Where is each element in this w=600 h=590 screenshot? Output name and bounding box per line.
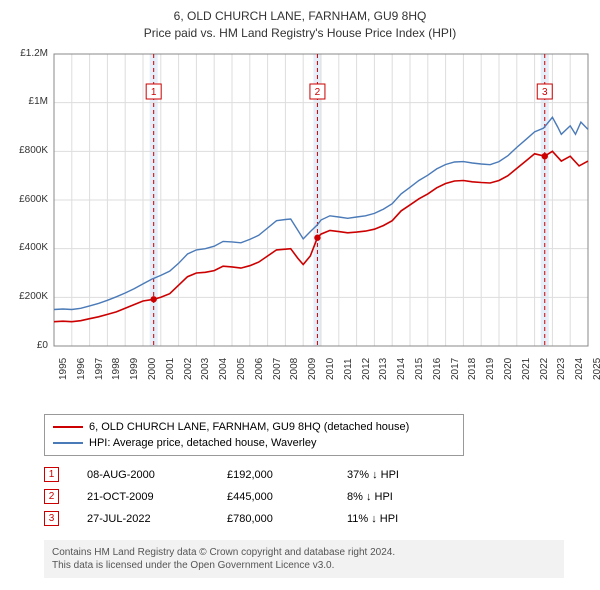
y-tick-label: £1M	[8, 96, 48, 107]
sale-price-1: £192,000	[227, 469, 347, 481]
x-tick-label: 2003	[200, 357, 211, 379]
x-tick-label: 1997	[94, 357, 105, 379]
price-chart: 1 2 3 £0 £200K £400K £600K £800K £1M £1.2M 1995 19…	[8, 46, 592, 406]
x-tick-label: 2001	[165, 357, 176, 379]
x-tick-label: 2019	[485, 357, 496, 379]
legend-swatch-hpi	[53, 442, 83, 444]
x-tick-label: 2014	[396, 357, 407, 379]
legend-row-property: 6, OLD CHURCH LANE, FARNHAM, GU9 8HQ (de…	[53, 419, 455, 435]
x-tick-label: 2013	[378, 357, 389, 379]
chart-svg: 1 2 3	[8, 46, 592, 406]
sale-badge-1: 1	[44, 467, 59, 482]
x-tick-label: 1999	[129, 357, 140, 379]
sale-diff-1: 37% ↓ HPI	[347, 469, 447, 481]
x-tick-label: 2005	[236, 357, 247, 379]
attribution: Contains HM Land Registry data © Crown c…	[44, 540, 564, 578]
sale-row-1: 1 08-AUG-2000 £192,000 37% ↓ HPI	[44, 464, 592, 486]
legend-label-property: 6, OLD CHURCH LANE, FARNHAM, GU9 8HQ (de…	[89, 421, 409, 433]
x-tick-label: 2024	[574, 357, 585, 379]
x-tick-label: 2015	[414, 357, 425, 379]
legend-row-hpi: HPI: Average price, detached house, Wave…	[53, 435, 455, 451]
sale-row-3: 3 27-JUL-2022 £780,000 11% ↓ HPI	[44, 508, 592, 530]
x-tick-label: 2017	[450, 357, 461, 379]
y-tick-label: £0	[8, 340, 48, 351]
sale-diff-3: 11% ↓ HPI	[347, 513, 447, 525]
attribution-line-1: Contains HM Land Registry data © Crown c…	[52, 546, 556, 559]
svg-text:2: 2	[315, 87, 321, 98]
y-tick-label: £400K	[8, 242, 48, 253]
legend-swatch-property	[53, 426, 83, 428]
x-tick-label: 2008	[289, 357, 300, 379]
sale-badge-2: 2	[44, 489, 59, 504]
y-tick-label: £1.2M	[8, 48, 48, 59]
sale-date-3: 27-JUL-2022	[87, 513, 227, 525]
x-tick-label: 2018	[467, 357, 478, 379]
x-tick-label: 2023	[556, 357, 567, 379]
x-tick-label: 2016	[432, 357, 443, 379]
y-tick-label: £800K	[8, 145, 48, 156]
x-tick-label: 2020	[503, 357, 514, 379]
x-tick-label: 2010	[325, 357, 336, 379]
y-tick-label: £600K	[8, 194, 48, 205]
x-tick-label: 2004	[218, 357, 229, 379]
sale-price-2: £445,000	[227, 491, 347, 503]
x-tick-label: 2006	[254, 357, 265, 379]
sale-row-2: 2 21-OCT-2009 £445,000 8% ↓ HPI	[44, 486, 592, 508]
sale-price-3: £780,000	[227, 513, 347, 525]
x-tick-label: 1995	[58, 357, 69, 379]
svg-text:1: 1	[151, 87, 157, 98]
attribution-line-2: This data is licensed under the Open Gov…	[52, 559, 556, 572]
legend-label-hpi: HPI: Average price, detached house, Wave…	[89, 437, 316, 449]
x-tick-label: 1998	[111, 357, 122, 379]
x-tick-label: 2025	[592, 357, 600, 379]
x-tick-label: 2002	[183, 357, 194, 379]
x-tick-label: 2022	[539, 357, 550, 379]
x-tick-label: 2007	[272, 357, 283, 379]
sale-diff-2: 8% ↓ HPI	[347, 491, 447, 503]
sale-badge-3: 3	[44, 511, 59, 526]
sale-date-2: 21-OCT-2009	[87, 491, 227, 503]
title-line-1: 6, OLD CHURCH LANE, FARNHAM, GU9 8HQ	[8, 8, 592, 25]
sale-date-1: 08-AUG-2000	[87, 469, 227, 481]
title-line-2: Price paid vs. HM Land Registry's House …	[8, 25, 592, 42]
legend: 6, OLD CHURCH LANE, FARNHAM, GU9 8HQ (de…	[44, 414, 464, 456]
x-tick-label: 2011	[343, 358, 354, 380]
x-tick-label: 1996	[76, 357, 87, 379]
sales-table: 1 08-AUG-2000 £192,000 37% ↓ HPI 2 21-OC…	[44, 464, 592, 530]
chart-title-block: 6, OLD CHURCH LANE, FARNHAM, GU9 8HQ Pri…	[8, 8, 592, 42]
svg-text:3: 3	[542, 87, 548, 98]
x-tick-label: 2009	[307, 357, 318, 379]
x-tick-label: 2000	[147, 357, 158, 379]
x-tick-label: 2012	[361, 357, 372, 379]
y-tick-label: £200K	[8, 291, 48, 302]
x-tick-label: 2021	[521, 357, 532, 379]
